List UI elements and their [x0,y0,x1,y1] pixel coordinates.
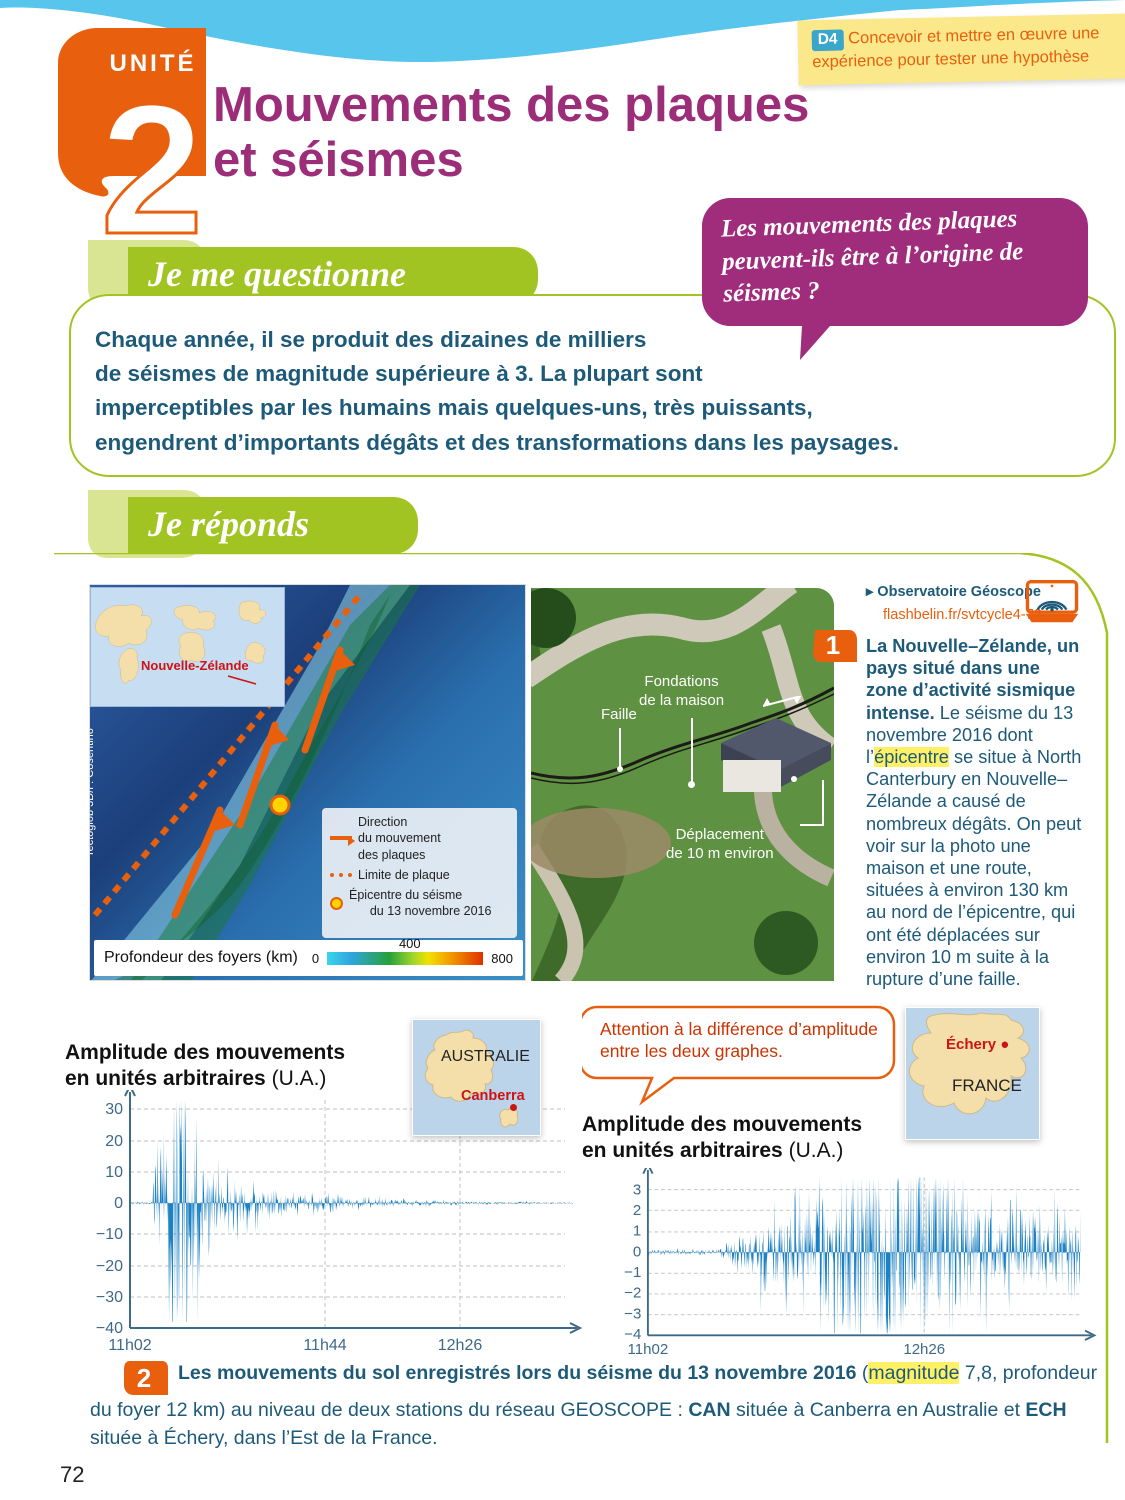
svg-text:11h02: 11h02 [108,1337,151,1354]
svg-text:0: 0 [633,1243,641,1260]
svg-text:−3: −3 [624,1305,641,1322]
svg-text:1: 1 [826,630,840,660]
svg-text:−20: −20 [96,1258,123,1275]
svg-text:12h26: 12h26 [903,1341,945,1356]
svg-text:10: 10 [105,1164,123,1181]
svg-text:2: 2 [633,1202,641,1219]
svg-text:20: 20 [105,1133,123,1150]
svg-text:30: 30 [105,1101,123,1118]
svg-text:−2: −2 [624,1285,641,1302]
svg-text:−30: −30 [96,1289,123,1306]
svg-text:1: 1 [633,1223,641,1240]
svg-text:−10: −10 [96,1226,123,1243]
svg-text:−40: −40 [96,1320,123,1337]
svg-text:−1: −1 [624,1264,641,1281]
svg-text:3: 3 [633,1181,641,1198]
svg-text:11h44: 11h44 [303,1337,346,1354]
svg-text:2: 2 [137,1363,151,1393]
svg-text:2: 2 [101,67,204,268]
svg-text:11h02: 11h02 [628,1341,669,1356]
svg-text:0: 0 [114,1195,123,1212]
svg-text:12h26: 12h26 [438,1337,483,1354]
